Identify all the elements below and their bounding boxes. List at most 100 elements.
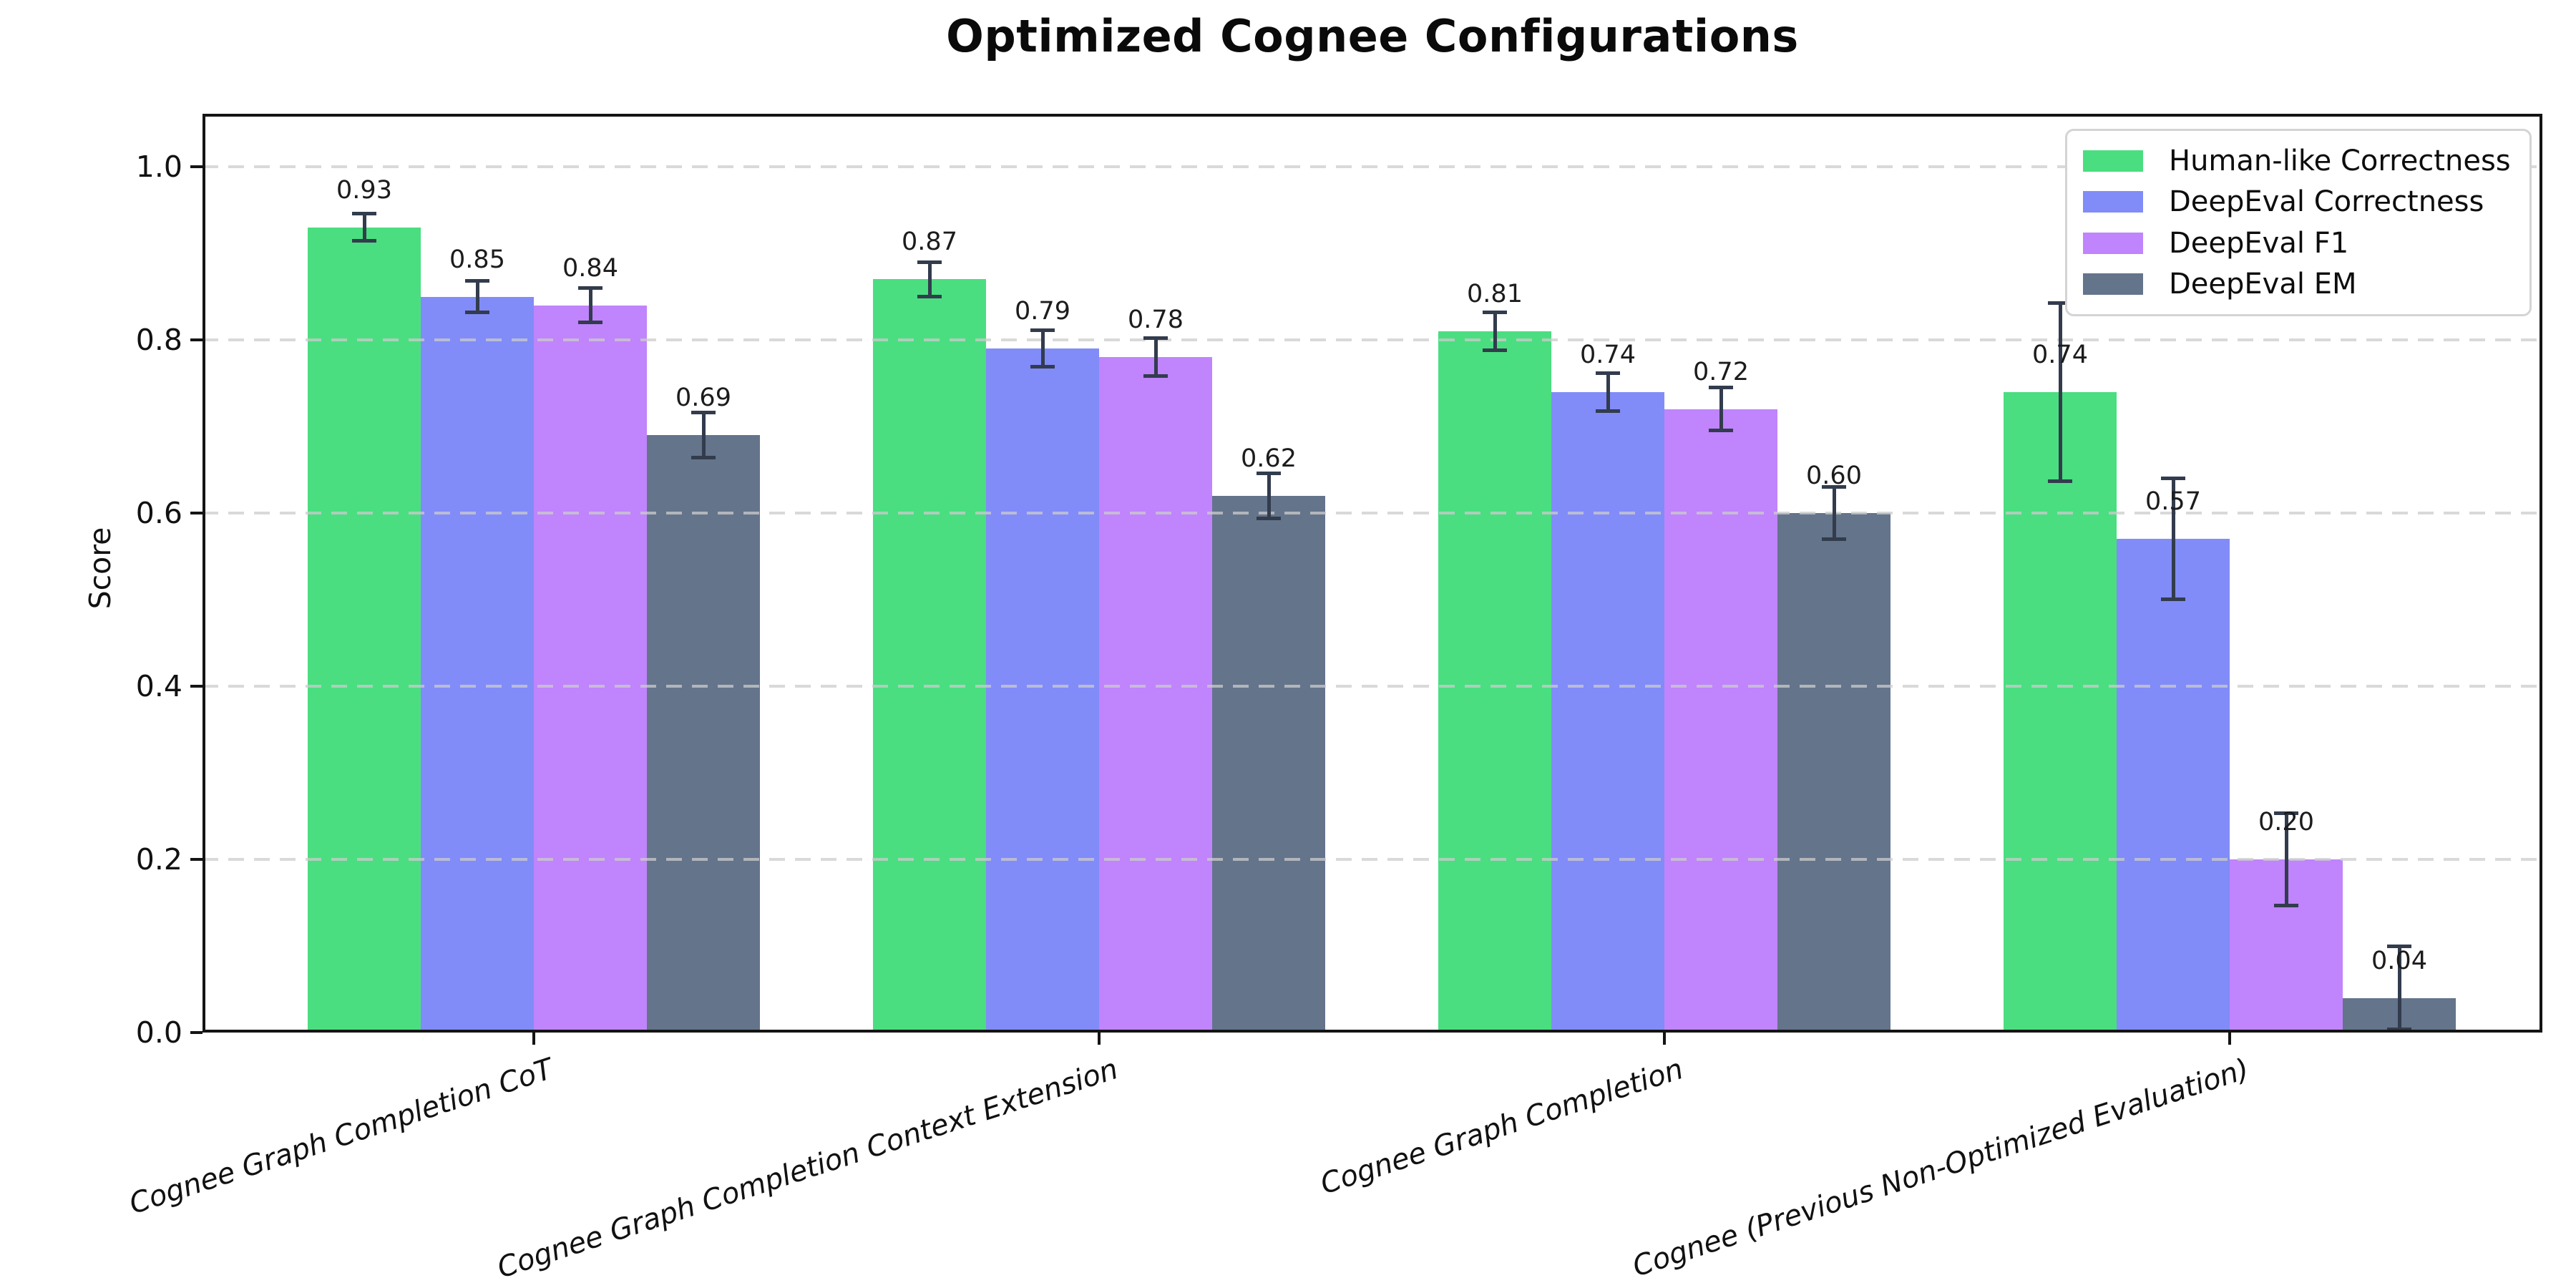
bar-deepeval-correctness xyxy=(1551,391,1664,1033)
x-tick-mark xyxy=(1098,1033,1101,1045)
error-bar-cap-bottom xyxy=(1483,348,1507,352)
legend-swatch xyxy=(2083,191,2143,213)
y-tick-mark xyxy=(190,858,203,861)
error-bar xyxy=(1267,471,1271,520)
bar-value-label: 0.93 xyxy=(336,175,392,205)
bar-deepeval-correctness xyxy=(2117,539,2230,1033)
error-bar-cap-bottom xyxy=(352,239,376,243)
error-bar-cap-top xyxy=(2387,944,2411,948)
error-bar-cap-top xyxy=(1030,328,1055,333)
error-bar xyxy=(1719,386,1723,433)
error-bar xyxy=(2284,811,2288,907)
y-tick-mark xyxy=(190,338,203,341)
bar-human-like-correctness xyxy=(308,227,421,1033)
error-bar-cap-top xyxy=(1822,485,1846,489)
bar-value-label: 0.74 xyxy=(2032,340,2088,369)
error-bar xyxy=(588,286,592,325)
error-bar-cap-top xyxy=(578,286,602,290)
y-tick-label: 0.8 xyxy=(135,323,182,357)
error-bar xyxy=(1153,336,1158,379)
bar-value-label: 0.69 xyxy=(675,384,731,413)
bar-value-label: 0.79 xyxy=(1015,297,1070,326)
error-bar-cap-top xyxy=(2274,811,2298,816)
bar-value-label: 0.87 xyxy=(902,228,957,257)
error-bar-cap-bottom xyxy=(1257,516,1281,520)
error-bar-cap-bottom xyxy=(2048,479,2072,483)
error-bar-cap-top xyxy=(465,279,489,283)
error-bar xyxy=(701,411,706,459)
chart-title: Optimized Cognee Configurations xyxy=(946,10,1799,62)
error-bar-cap-bottom xyxy=(578,321,602,325)
legend-label: DeepEval F1 xyxy=(2169,226,2349,260)
x-tick-mark xyxy=(1663,1033,1666,1045)
bar-value-label: 0.72 xyxy=(1693,357,1749,386)
error-bar-cap-bottom xyxy=(1822,537,1846,541)
legend-label: DeepEval Correctness xyxy=(2169,185,2484,219)
y-gridline xyxy=(203,512,2542,514)
bar-deepeval-f1 xyxy=(534,305,647,1033)
y-axis-title: Score xyxy=(83,527,117,610)
error-bar-cap-bottom xyxy=(1143,374,1168,379)
bar-value-label: 0.60 xyxy=(1806,462,1862,490)
bar-deepeval-correctness xyxy=(421,296,534,1033)
legend-label: Human-like Correctness xyxy=(2169,145,2511,178)
error-bar xyxy=(1040,328,1045,369)
y-tick-mark xyxy=(190,165,203,168)
y-tick-label: 0.0 xyxy=(135,1015,182,1050)
y-tick-label: 0.4 xyxy=(135,669,182,703)
bar-value-label: 0.57 xyxy=(2145,487,2201,517)
legend-row: DeepEval EM xyxy=(2067,268,2529,301)
error-bar xyxy=(2058,301,2062,483)
error-bar xyxy=(1493,310,1497,352)
error-bar-cap-top xyxy=(352,211,376,215)
bar-value-label: 0.04 xyxy=(2371,946,2427,975)
x-tick-mark xyxy=(2228,1033,2231,1045)
bar-value-label: 0.62 xyxy=(1241,444,1297,473)
bar-deepeval-em xyxy=(647,435,760,1033)
legend: Human-like Correctness DeepEval Correctne… xyxy=(2065,129,2532,316)
legend-row: Human-like Correctness xyxy=(2067,145,2529,177)
legend-row: DeepEval F1 xyxy=(2067,227,2529,260)
bar-value-label: 0.74 xyxy=(1580,340,1636,369)
bar-human-like-correctness xyxy=(1438,331,1551,1033)
error-bar-cap-bottom xyxy=(1596,409,1620,413)
x-tick-mark xyxy=(532,1033,535,1045)
error-bar xyxy=(1832,485,1836,541)
plot-area: 0.93 0.85 0.84 0.69 0.87 0.79 0.78 0.62 0.81 0.74… xyxy=(203,114,2542,1033)
bar-deepeval-correctness xyxy=(986,348,1099,1033)
y-tick-mark xyxy=(190,1031,203,1034)
error-bar-cap-bottom xyxy=(917,294,942,298)
legend-row: DeepEval Correctness xyxy=(2067,185,2529,218)
error-bar-cap-top xyxy=(1143,336,1168,341)
legend-swatch xyxy=(2083,232,2143,254)
bar-value-label: 0.81 xyxy=(1467,279,1523,308)
y-gridline xyxy=(203,858,2542,861)
x-tick-label: Cognee Graph Completion xyxy=(1317,1053,1688,1201)
bar-value-label: 0.85 xyxy=(449,245,505,274)
error-bar-cap-bottom xyxy=(2274,903,2298,907)
error-bar-cap-top xyxy=(1257,471,1281,475)
error-bar xyxy=(2397,944,2401,1031)
error-bar xyxy=(362,211,366,243)
bar-human-like-correctness xyxy=(873,279,986,1033)
error-bar-cap-top xyxy=(2161,477,2185,481)
y-tick-label: 0.2 xyxy=(135,842,182,877)
y-tick-mark xyxy=(190,512,203,514)
x-tick-label: Cognee Graph Completion CoT xyxy=(125,1053,557,1221)
legend-swatch xyxy=(2083,273,2143,295)
error-bar-cap-top xyxy=(1483,310,1507,314)
bar-human-like-correctness xyxy=(2004,391,2117,1033)
bar-value-label: 0.78 xyxy=(1128,306,1184,335)
error-bar-cap-bottom xyxy=(1709,429,1733,433)
error-bar xyxy=(1606,371,1610,413)
error-bar xyxy=(475,279,479,314)
error-bar-cap-top xyxy=(917,260,942,264)
y-gridline xyxy=(203,165,2542,168)
bar-deepeval-em xyxy=(1212,495,1325,1033)
error-bar xyxy=(2171,477,2175,602)
error-bar-cap-bottom xyxy=(2387,1027,2411,1031)
error-bar-cap-top xyxy=(691,411,716,415)
x-tick-label: Cognee Graph Completion Context Extensio… xyxy=(493,1053,1123,1285)
bar-value-label: 0.20 xyxy=(2258,808,2314,836)
